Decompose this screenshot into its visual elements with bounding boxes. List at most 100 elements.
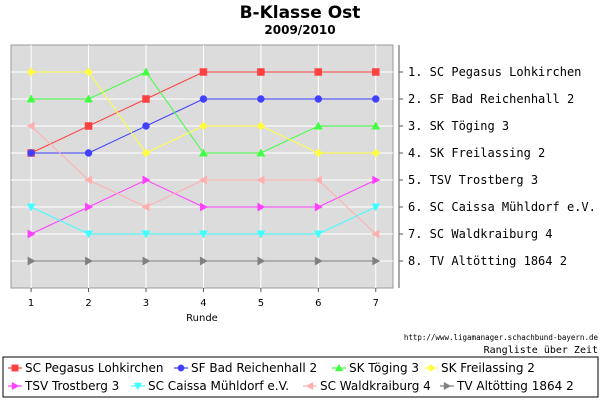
point-sk-toging-3-round-4 [198, 148, 208, 157]
point-sf-bad-reichenhall-2-round-7 [372, 95, 380, 103]
x-tick-label-2: 2 [85, 298, 91, 309]
point-sc-pegasus-lohkirchen-round-2 [84, 122, 93, 130]
x-tick-label-4: 4 [200, 298, 206, 309]
series-sk-freilassing-2 [26, 67, 381, 158]
point-sc-caissa-muhldorf-e-v-round-1 [26, 203, 36, 212]
legend-item-sk-toging-3: SK Töging 3 [332, 361, 419, 375]
legend-label-sk-freilassing-2: SK Freilassing 2 [441, 361, 535, 375]
rank-label-2: 2. SF Bad Reichenhall 2 [408, 92, 574, 106]
point-sc-pegasus-lohkirchen-round-5 [257, 68, 265, 76]
point-tv-altotting-1864-2-round-3 [142, 256, 151, 266]
point-sk-toging-3-round-1 [26, 94, 36, 103]
point-sc-waldkraiburg-4-round-1 [26, 121, 35, 131]
legend-label-sc-waldkraiburg-4: SC Waldkraiburg 4 [320, 379, 431, 393]
point-tv-altotting-1864-2-round-1 [27, 256, 36, 266]
legend-marker-sk-toging-3 [334, 363, 344, 372]
point-sc-caissa-muhldorf-e-v-round-7 [371, 203, 381, 212]
x-tick-label-1: 1 [28, 298, 34, 309]
legend-marker-sc-caissa-muhldorf-e-v [133, 382, 143, 391]
series-tsv-trostberg-3 [27, 175, 381, 239]
point-tsv-trostberg-3-round-3 [142, 175, 151, 185]
point-sf-bad-reichenhall-2-round-1 [27, 149, 35, 157]
point-sc-caissa-muhldorf-e-v-round-2 [84, 230, 93, 239]
source-url: http://www.ligamanager.schachbund-bayern… [404, 333, 599, 342]
point-sc-waldkraiburg-4-round-7 [371, 229, 380, 239]
legend-item-tsv-trostberg-3: TSV Trostberg 3 [8, 379, 119, 393]
point-sf-bad-reichenhall-2-round-5 [257, 95, 265, 103]
series-sc-waldkraiburg-4 [26, 121, 380, 239]
point-tsv-trostberg-3-round-4 [199, 202, 208, 212]
chart-subtitle: 2009/2010 [264, 23, 335, 37]
series-sk-toging-3 [26, 67, 381, 157]
legend-marker-sf-bad-reichenhall-2 [177, 364, 185, 372]
legend-item-sc-caissa-muhldorf-e-v: SC Caissa Mühldorf e.V. [131, 379, 289, 393]
legend-label-sc-caissa-muhldorf-e-v: SC Caissa Mühldorf e.V. [148, 379, 289, 393]
point-tsv-trostberg-3-round-2 [85, 202, 94, 212]
x-axis-label: Runde [186, 313, 218, 324]
point-sc-caissa-muhldorf-e-v-round-4 [198, 230, 208, 239]
rank-label-3: 3. SK Töging 3 [408, 119, 509, 133]
legend-label-sc-pegasus-lohkirchen: SC Pegasus Lohkirchen [25, 361, 163, 375]
point-sc-waldkraiburg-4-round-4 [198, 175, 207, 185]
x-tick-label-5: 5 [258, 298, 264, 309]
point-sk-toging-3-round-2 [84, 94, 93, 103]
point-sc-waldkraiburg-4-round-6 [313, 175, 322, 185]
point-sk-freilassing-2-round-1 [26, 67, 36, 77]
point-sk-toging-3-round-6 [313, 121, 323, 130]
point-tsv-trostberg-3-round-1 [27, 229, 36, 239]
chart-caption: Rangliste über Zeit [484, 345, 598, 356]
point-sc-waldkraiburg-4-round-2 [84, 175, 93, 185]
point-sc-waldkraiburg-4-round-5 [256, 175, 265, 185]
point-sc-pegasus-lohkirchen-round-4 [199, 68, 208, 76]
x-tick-label-6: 6 [315, 298, 321, 309]
legend-item-sf-bad-reichenhall-2: SF Bad Reichenhall 2 [174, 361, 317, 375]
series-tv-altotting-1864-2 [27, 256, 381, 266]
legend-item-sc-pegasus-lohkirchen: SC Pegasus Lohkirchen [8, 361, 163, 375]
legend-item-sc-waldkraiburg-4: SC Waldkraiburg 4 [303, 379, 431, 393]
point-sk-freilassing-2-round-7 [371, 148, 381, 158]
rank-label-6: 6. SC Caissa Mühldorf e.V. [408, 200, 596, 214]
plot-background [10, 44, 394, 289]
point-tv-altotting-1864-2-round-5 [257, 256, 266, 266]
legend-box [2, 356, 599, 398]
point-sk-freilassing-2-round-3 [141, 148, 151, 158]
x-tick-label-3: 3 [143, 298, 149, 309]
legend-label-tv-altotting-1864-2: TV Altötting 1864 2 [456, 379, 574, 393]
legend-item-sk-freilassing-2: SK Freilassing 2 [424, 361, 535, 375]
rank-label-5: 5. TSV Trostberg 3 [408, 173, 538, 187]
point-tsv-trostberg-3-round-5 [257, 202, 266, 212]
chart-title: B-Klasse Ost [240, 3, 361, 23]
legend-label-sf-bad-reichenhall-2: SF Bad Reichenhall 2 [191, 361, 317, 375]
point-sk-freilassing-2-round-6 [313, 148, 323, 158]
point-sf-bad-reichenhall-2-round-4 [199, 95, 208, 103]
point-sc-caissa-muhldorf-e-v-round-5 [256, 230, 266, 239]
rank-label-8: 8. TV Altötting 1864 2 [408, 254, 567, 268]
point-sk-toging-3-round-3 [141, 67, 151, 76]
point-sf-bad-reichenhall-2-round-3 [142, 122, 150, 130]
legend-label-sk-toging-3: SK Töging 3 [349, 361, 419, 375]
point-sc-caissa-muhldorf-e-v-round-6 [313, 230, 323, 239]
point-tv-altotting-1864-2-round-7 [372, 256, 381, 266]
point-tv-altotting-1864-2-round-2 [85, 256, 94, 266]
point-tv-altotting-1864-2-round-6 [314, 256, 323, 266]
point-sc-pegasus-lohkirchen-round-7 [372, 68, 380, 76]
legend-marker-sc-waldkraiburg-4 [305, 381, 314, 391]
point-sc-pegasus-lohkirchen-round-3 [142, 95, 150, 103]
rank-label-1: 1. SC Pegasus Lohkirchen [408, 65, 581, 79]
point-tsv-trostberg-3-round-6 [314, 202, 323, 212]
point-sk-freilassing-2-round-5 [256, 121, 266, 131]
rank-label-4: 4. SK Freilassing 2 [408, 146, 545, 160]
point-sk-toging-3-round-5 [256, 148, 266, 157]
rank-label-7: 7. SC Waldkraiburg 4 [408, 227, 553, 241]
series-sc-caissa-muhldorf-e-v [26, 203, 381, 239]
legend: SC Pegasus Lohkirchen SF Bad Reichenhall … [8, 361, 574, 393]
point-sf-bad-reichenhall-2-round-2 [84, 149, 93, 157]
x-tick-label-7: 7 [373, 298, 379, 309]
point-tsv-trostberg-3-round-7 [372, 175, 381, 185]
legend-label-tsv-trostberg-3: TSV Trostberg 3 [24, 379, 119, 393]
legend-marker-tv-altotting-1864-2 [443, 381, 452, 391]
legend-marker-sk-freilassing-2 [426, 363, 436, 373]
legend-marker-tsv-trostberg-3 [11, 381, 20, 391]
legend-marker-sc-pegasus-lohkirchen [11, 364, 19, 372]
